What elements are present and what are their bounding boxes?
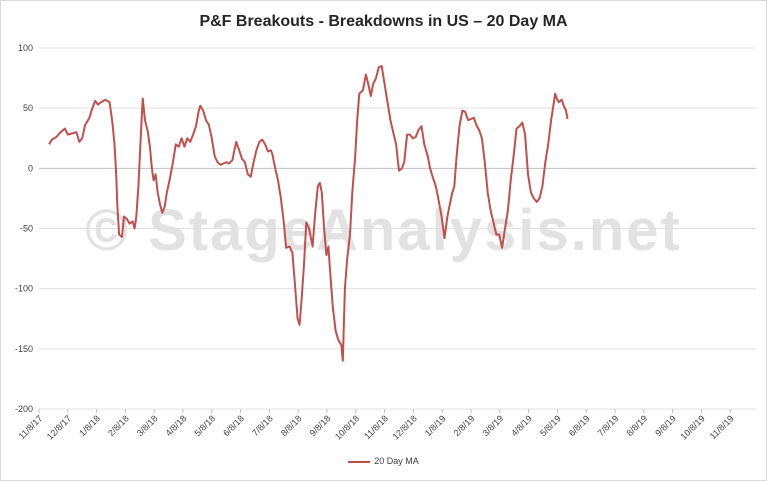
- x-tick-label: 11/8/19: [708, 413, 736, 441]
- x-tick-label: 9/8/18: [308, 413, 333, 438]
- x-tick-label: 4/8/18: [164, 413, 189, 438]
- chart-title: P&F Breakouts - Breakdowns in US – 20 Da…: [199, 13, 568, 30]
- x-tick-label: 5/8/19: [538, 413, 563, 438]
- x-tick-label: 1/8/19: [423, 413, 448, 438]
- x-tick-label: 2/8/19: [452, 413, 477, 438]
- x-tick-label: 5/8/18: [192, 413, 217, 438]
- y-tick-label: -150: [15, 344, 33, 354]
- x-tick-label: 4/8/19: [509, 413, 534, 438]
- x-tick-label: 3/8/18: [135, 413, 160, 438]
- legend-label: 20 Day MA: [374, 456, 419, 466]
- x-tick-label: 11/8/17: [17, 413, 45, 441]
- x-tick-label: 8/8/19: [624, 413, 649, 438]
- y-tick-label: -50: [20, 224, 33, 234]
- y-tick-label: 100: [18, 43, 33, 53]
- y-tick-label: -100: [15, 284, 33, 294]
- legend: 20 Day MA: [1, 456, 766, 466]
- x-tick-label: 6/8/18: [221, 413, 246, 438]
- y-tick-label: 50: [23, 103, 33, 113]
- x-tick-label: 7/8/19: [596, 413, 621, 438]
- x-tick-label: 1/8/18: [77, 413, 102, 438]
- x-tick-label: 3/8/19: [480, 413, 505, 438]
- x-tick-label: 2/8/18: [106, 413, 131, 438]
- x-tick-label: 12/8/18: [391, 413, 419, 441]
- x-tick-label: 10/8/18: [333, 413, 361, 441]
- x-tick-label: 11/8/18: [362, 413, 390, 441]
- series-line-20-day-ma: [48, 65, 569, 362]
- x-tick-label: 12/8/17: [45, 413, 73, 441]
- legend-swatch: [348, 460, 371, 463]
- x-tick-label: 10/8/19: [679, 413, 707, 441]
- x-tick-label: 7/8/18: [250, 413, 275, 438]
- y-tick-label: -200: [15, 404, 33, 414]
- x-tick-label: 6/8/19: [567, 413, 592, 438]
- x-tick-label: 9/8/19: [653, 413, 678, 438]
- y-tick-label: 0: [28, 163, 33, 173]
- x-tick-label: 8/8/18: [279, 413, 304, 438]
